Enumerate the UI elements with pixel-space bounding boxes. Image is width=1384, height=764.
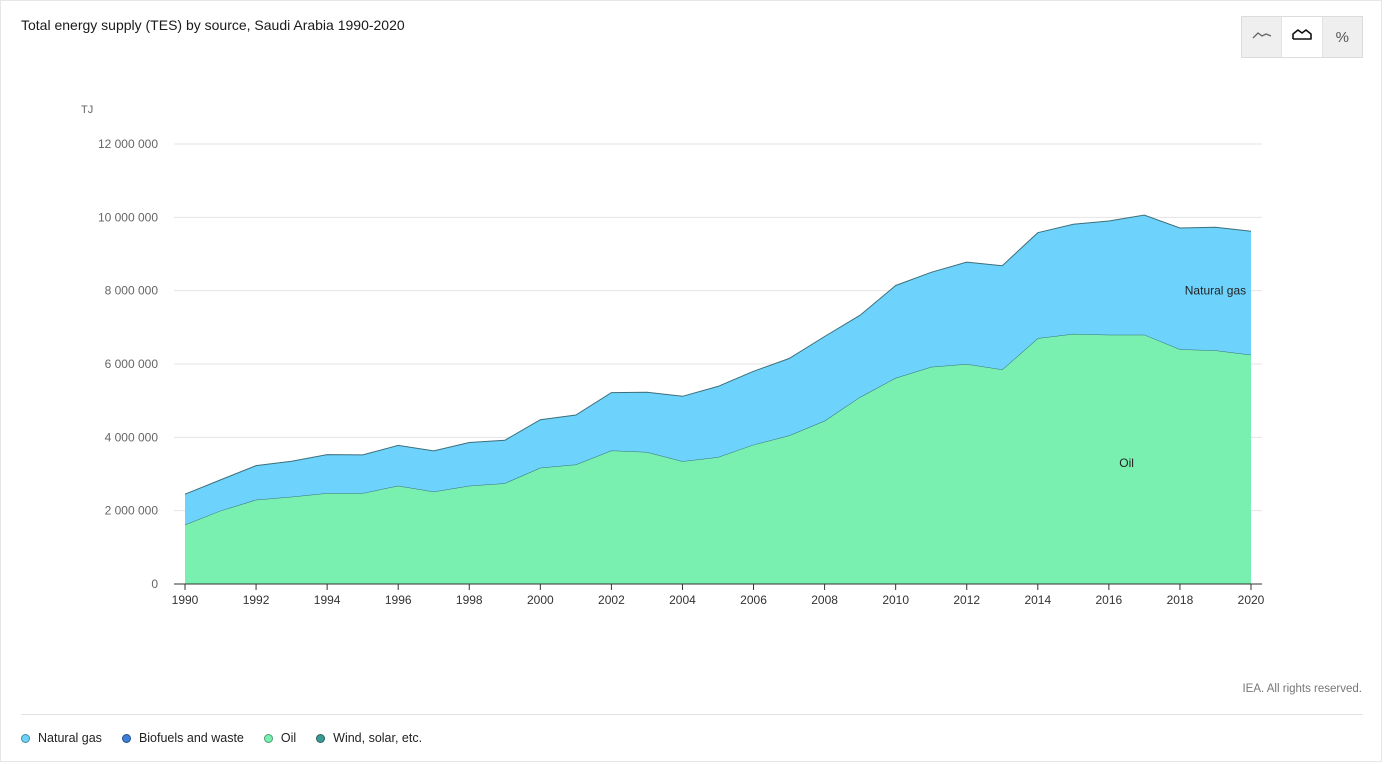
y-tick-label: 2 000 000 <box>105 504 159 518</box>
x-tick-label: 1998 <box>456 593 483 607</box>
x-tick-label: 2018 <box>1167 593 1194 607</box>
series-line-natural-gas <box>184 214 1252 495</box>
legend-item-oil[interactable]: Oil <box>263 731 297 745</box>
x-tick-label: 2012 <box>953 593 980 607</box>
y-tick-label: 12 000 000 <box>98 137 158 151</box>
area-chart-icon <box>1291 27 1313 47</box>
y-axis-unit-label: TJ <box>81 104 93 116</box>
percent-icon: % <box>1335 28 1349 46</box>
x-tick-label: 2008 <box>811 593 838 607</box>
x-tick-label: 2002 <box>598 593 625 607</box>
legend-label: Wind, solar, etc. <box>333 731 423 745</box>
area-natural-gas <box>185 215 1251 525</box>
legend-item-natural-gas[interactable]: Natural gas <box>21 731 102 745</box>
chart-legend: Natural gas Biofuels and waste Oil Wind,… <box>21 731 442 745</box>
x-tick-label: 2000 <box>527 593 554 607</box>
chart-title: Total energy supply (TES) by source, Sau… <box>21 17 405 33</box>
series-annotation-oil: Oil <box>1119 456 1134 470</box>
x-tick-label: 1990 <box>172 593 199 607</box>
y-tick-label: 8 000 000 <box>105 284 159 298</box>
legend-swatch <box>316 733 326 743</box>
area-oil <box>185 333 1251 584</box>
y-tick-label: 6 000 000 <box>105 357 159 371</box>
y-tick-label: 4 000 000 <box>105 430 159 444</box>
area-chart: TJ 0 2 000 000 4 000 000 6 000 000 8 000 000 1… <box>81 104 1265 607</box>
legend-swatch <box>263 733 273 743</box>
x-tick-label: 2016 <box>1096 593 1123 607</box>
x-tick-label: 2010 <box>882 593 909 607</box>
legend-swatch <box>21 733 30 743</box>
x-tick-label: 2006 <box>740 593 767 607</box>
legend-label: Natural gas <box>38 731 102 745</box>
legend-item-biofuels-and-waste[interactable]: Biofuels and waste <box>121 731 244 745</box>
line-chart-icon <box>1252 28 1272 46</box>
x-tick-label: 2020 <box>1238 593 1265 607</box>
x-tick-label: 1992 <box>243 593 270 607</box>
legend-divider <box>21 714 1363 715</box>
copyright-notice: IEA. All rights reserved. <box>1242 683 1362 695</box>
x-tick-label: 2014 <box>1024 593 1051 607</box>
y-tick-label: 0 <box>151 577 158 591</box>
chart-view-toggle: % <box>1241 16 1363 58</box>
x-tick-label: 2004 <box>669 593 696 607</box>
percent-view-button[interactable]: % <box>1321 17 1362 57</box>
legend-item-wind-solar[interactable]: Wind, solar, etc. <box>316 731 422 745</box>
legend-label: Oil <box>280 731 297 745</box>
y-tick-label: 10 000 000 <box>98 210 158 224</box>
legend-swatch <box>121 733 131 743</box>
line-view-button[interactable] <box>1242 17 1281 57</box>
x-tick-label: 1994 <box>314 593 341 607</box>
legend-label: Biofuels and waste <box>138 731 244 745</box>
x-tick-label: 1996 <box>385 593 412 607</box>
area-view-button[interactable] <box>1281 17 1322 57</box>
series-annotation-natural-gas: Natural gas <box>1185 284 1246 298</box>
